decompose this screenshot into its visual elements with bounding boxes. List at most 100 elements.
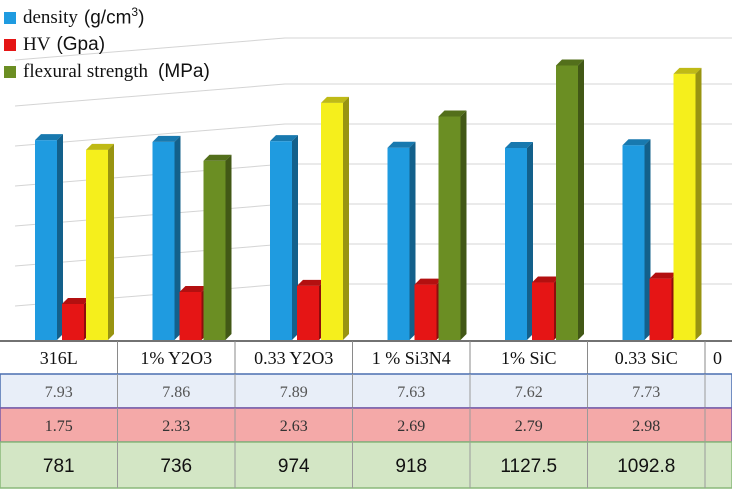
table-cell-density: 7.93	[45, 384, 73, 401]
bar-flexural-5-top	[673, 67, 702, 74]
bar-flexural-4-front	[556, 65, 578, 341]
bar-hv-5-front	[649, 278, 672, 340]
bar-flexural-3-top	[438, 110, 467, 117]
bar-flexural-2-side	[343, 96, 349, 341]
legend-item-flexural: flexural strength (MPa)	[4, 58, 210, 85]
category-label: 316L	[40, 348, 78, 368]
table-cell-density: 7.86	[162, 384, 190, 401]
category-label: 0.33 Y2O3	[254, 348, 333, 368]
bar-density-5-top	[622, 139, 651, 146]
legend-item-hv: HV (Gpa)	[4, 31, 210, 58]
bar-density-2-front	[270, 141, 292, 340]
table-cell-density: 7.62	[515, 384, 543, 401]
bar-flexural-1-top	[203, 154, 232, 161]
table-row-flexural	[0, 441, 732, 489]
bar-hv-0	[62, 297, 90, 340]
grid-line	[14, 37, 286, 61]
bar-hv-1-front	[179, 292, 202, 340]
grid-line	[14, 83, 286, 107]
legend-unit-density: (g/cm3)	[83, 5, 145, 29]
bar-density-5-front	[622, 145, 645, 340]
table-cell-flexural: 1092.8	[617, 456, 675, 477]
bar-hv-1-top	[179, 286, 208, 293]
bar-density-4-front	[505, 147, 527, 340]
bar-density-0-front	[35, 140, 57, 340]
bar-flexural-0-side	[108, 143, 114, 340]
bar-flexural-2-front	[321, 102, 343, 341]
bar-flexural-0	[86, 143, 114, 340]
bar-hv-3	[414, 278, 443, 340]
legend-swatch-hv	[4, 38, 16, 51]
bar-flexural-4-top	[556, 59, 584, 66]
bar-density-1	[152, 135, 181, 340]
bar-flexural-4-side	[578, 59, 584, 341]
bar-density-2-top	[270, 135, 298, 142]
table-row-density	[0, 373, 732, 409]
table-cell-flexural: 736	[160, 456, 192, 477]
bar-flexural-5-front	[673, 73, 696, 340]
table-cell-hv: 2.33	[162, 418, 190, 435]
legend-item-density: density (g/cm3)	[4, 4, 210, 31]
bar-density-3	[387, 141, 416, 340]
bar-density-0-top	[35, 134, 63, 141]
bar-density-4	[505, 141, 533, 340]
bar-hv-5-top	[649, 272, 678, 279]
bar-density-2-side	[292, 135, 298, 340]
bar-flexural-3	[438, 110, 467, 340]
category-label: 1 % Si3N4	[372, 348, 451, 368]
bar-hv-4-front	[532, 282, 554, 340]
bar-hv-3-top	[414, 278, 443, 285]
table-cell-hv: 2.98	[632, 418, 660, 435]
bar-flexural-2	[321, 96, 349, 341]
bar-flexural-0-top	[86, 143, 114, 150]
bar-density-2	[270, 135, 298, 340]
bar-hv-1	[179, 286, 208, 340]
bar-density-5-side	[644, 139, 651, 340]
bar-hv-0-top	[62, 297, 90, 304]
bar-hv-2-top	[297, 279, 325, 286]
bar-density-3-side	[409, 141, 416, 340]
bar-flexural-5	[673, 67, 702, 340]
bar-flexural-5-side	[695, 67, 702, 340]
table-cell-density: 7.89	[280, 384, 308, 401]
bar-density-1-front	[152, 141, 175, 340]
data-table: 316L 1% Y2O3 0.33 Y2O3 1 % Si3N4 1% SiC 0.33 …	[0, 340, 732, 489]
bar-hv-5	[649, 272, 678, 340]
table-cell-density: 7.63	[397, 384, 425, 401]
bar-density-5	[622, 139, 651, 340]
legend-swatch-flexural	[4, 65, 16, 78]
table-cell-flexural: 1127.5	[500, 456, 557, 477]
legend-swatch-density	[4, 11, 16, 24]
bar-flexural-3-front	[438, 116, 461, 340]
bar-flexural-3-side	[460, 110, 467, 340]
bar-density-3-front	[387, 147, 410, 340]
category-label: 0.33 SiC	[615, 348, 678, 368]
category-label: 0	[713, 348, 722, 368]
table-row-hv	[0, 407, 732, 443]
table-cell-hv: 2.63	[280, 418, 308, 435]
bar-hv-4-top	[532, 276, 560, 283]
table-cell-flexural: 918	[395, 456, 427, 477]
bar-flexural-1-side	[225, 154, 232, 340]
table-cell-flexural: 781	[43, 456, 75, 477]
bar-hv-0-front	[62, 303, 84, 340]
table-cell-hv: 2.79	[515, 418, 543, 435]
legend: density (g/cm3) HV (Gpa) flexural streng…	[4, 4, 210, 85]
legend-label-hv: HV	[23, 33, 51, 55]
bar-density-1-side	[174, 135, 181, 340]
chart-bars	[35, 59, 702, 341]
legend-label-flexural: flexural strength	[23, 60, 149, 82]
bar-density-3-top	[387, 141, 416, 148]
bar-flexural-2-top	[321, 96, 349, 103]
category-label: 1% SiC	[501, 348, 557, 368]
bar-density-0-side	[57, 134, 63, 340]
bar-density-4-top	[505, 141, 533, 148]
bar-hv-4	[532, 276, 560, 340]
bar-density-1-top	[152, 135, 181, 142]
bar-hv-2-front	[297, 285, 319, 340]
category-label: 1% Y2O3	[140, 348, 212, 368]
legend-unit-hv: (Gpa)	[56, 33, 106, 55]
bar-flexural-4	[556, 59, 584, 341]
bar-flexural-0-front	[86, 149, 108, 340]
